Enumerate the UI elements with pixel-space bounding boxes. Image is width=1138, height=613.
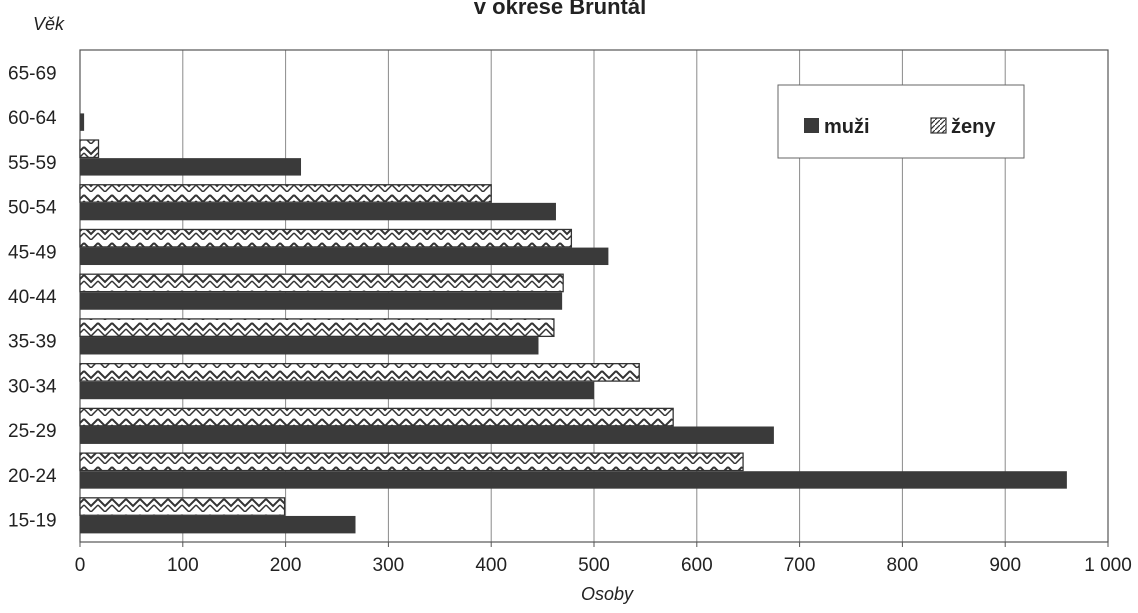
y-axis-title: Věk xyxy=(33,14,65,34)
legend: muži ženy xyxy=(777,84,1025,159)
legend-swatch-zeny xyxy=(930,117,947,134)
bar-zeny-15-19 xyxy=(79,497,286,516)
x-tick-label: 700 xyxy=(784,555,816,576)
bar-zeny-25-29 xyxy=(79,407,674,427)
x-tick-label: 800 xyxy=(887,555,919,576)
x-tick-label: 400 xyxy=(475,555,507,576)
chart-title: v okrese Bruntál xyxy=(474,0,646,19)
y-tick-label: 60-64 xyxy=(8,108,57,129)
y-tick-label: 35-39 xyxy=(8,332,57,353)
y-tick-label: 50-54 xyxy=(8,198,57,219)
bar-zeny-45-49 xyxy=(79,228,573,248)
x-tick-label: 300 xyxy=(373,555,405,576)
bar-muzi-35-39 xyxy=(80,337,539,355)
bar-zeny-55-59 xyxy=(79,139,100,159)
x-tick-label: 1 000 xyxy=(1084,555,1132,576)
legend-label-zeny: ženy xyxy=(951,116,996,138)
y-tick-label: 45-49 xyxy=(8,242,57,263)
bar-muzi-30-34 xyxy=(80,381,594,400)
y-tick-label: 25-29 xyxy=(8,421,57,442)
x-tick-label: 200 xyxy=(270,555,302,576)
y-tick-label: 30-34 xyxy=(8,376,57,397)
x-tick-label: 600 xyxy=(681,555,713,576)
bar-muzi-20-24 xyxy=(80,471,1067,489)
y-tick-label: 65-69 xyxy=(8,63,57,84)
legend-label-muzi: muži xyxy=(824,116,870,138)
bar-muzi-50-54 xyxy=(80,202,556,221)
y-tick-label: 15-19 xyxy=(8,511,57,532)
bar-muzi-55-59 xyxy=(80,158,302,176)
bar-muzi-60-64 xyxy=(80,113,85,131)
y-tick-label: 55-59 xyxy=(8,153,57,174)
bar-zeny-50-54 xyxy=(79,184,492,203)
bar-zeny-20-24 xyxy=(79,452,744,472)
x-tick-label: 100 xyxy=(167,555,199,576)
bar-zeny-30-34 xyxy=(79,362,640,382)
bar-muzi-45-49 xyxy=(80,247,609,266)
x-tick-label: 500 xyxy=(578,555,610,576)
x-tick-label: 0 xyxy=(75,555,86,576)
x-axis-title: Osoby xyxy=(581,584,634,604)
bar-muzi-15-19 xyxy=(80,515,356,534)
legend-swatch-muzi xyxy=(804,118,819,133)
bar-zeny-35-39 xyxy=(79,318,555,338)
bar-muzi-40-44 xyxy=(80,292,563,310)
bar-muzi-25-29 xyxy=(80,426,774,444)
bar-zeny-40-44 xyxy=(79,273,564,293)
x-tick-label: 900 xyxy=(989,555,1021,576)
y-tick-label: 20-24 xyxy=(8,466,57,487)
y-tick-label: 40-44 xyxy=(8,287,57,308)
